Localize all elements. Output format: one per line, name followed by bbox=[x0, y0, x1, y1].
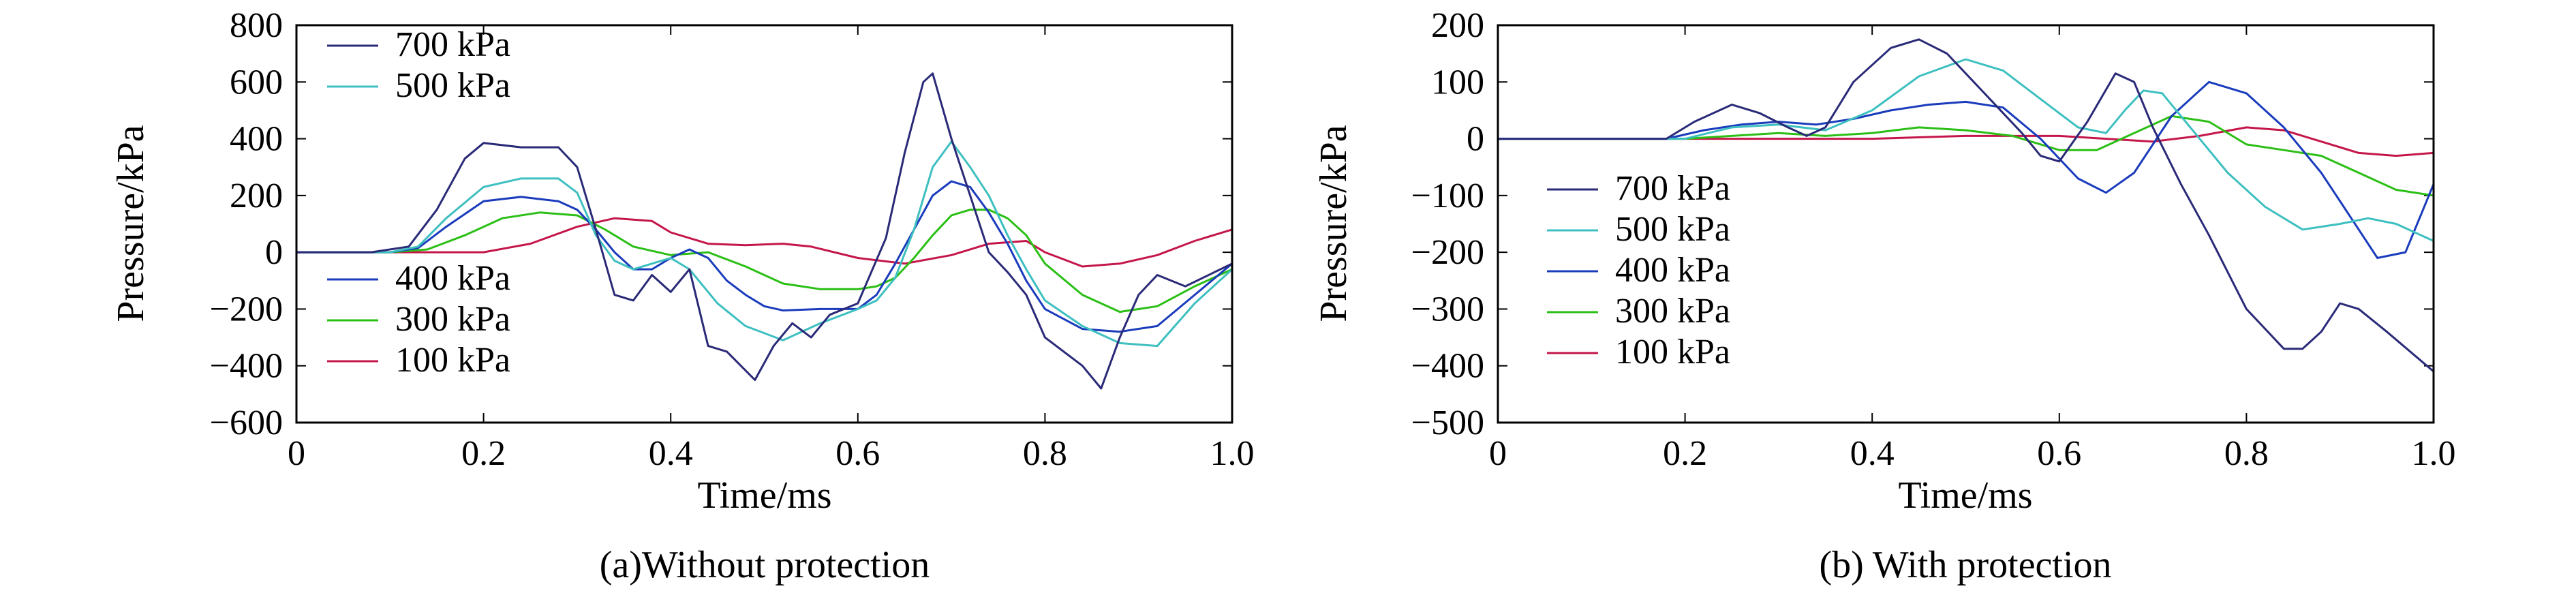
panel-a-legend-label: 400 kPa bbox=[395, 259, 510, 298]
panel-b-y-axis-label: Pressure/kPa bbox=[1313, 125, 1355, 322]
panel-b-x-tick-label: 0.6 bbox=[2037, 434, 2081, 473]
panel-a-x-tick-label: 0.6 bbox=[835, 434, 880, 473]
panel-b-y-tick-label: −300 bbox=[1411, 290, 1484, 329]
panel-b-legend-label: 500 kPa bbox=[1615, 210, 1730, 249]
panel-a-series bbox=[295, 72, 1233, 390]
panel-b-plot-frame bbox=[1497, 24, 2435, 424]
panel-b: −500 −400 −300 −200 −100 0 100 200 0 0.2 0.4 0.6 0.8… bbox=[1313, 6, 2456, 586]
panel-a-y-tick-label: 200 bbox=[230, 177, 283, 215]
panel-b-legend-label: 100 kPa bbox=[1615, 333, 1730, 371]
panel-a-x-tick-label: 0.2 bbox=[461, 434, 506, 473]
panel-a-y-tick-label: 0 bbox=[265, 233, 283, 272]
panel-a-caption: (a)Without protection bbox=[600, 544, 930, 586]
panel-b-x-axis-label: Time/ms bbox=[1898, 474, 2032, 517]
panel-a-plot-frame bbox=[295, 24, 1233, 424]
panel-b-x-tick-label: 0.2 bbox=[1663, 434, 1707, 473]
panel-a-y-axis-label: Pressure/kPa bbox=[110, 125, 152, 322]
panel-a-x-tick-label: 0.4 bbox=[649, 434, 693, 473]
panel-a-series-line bbox=[295, 180, 1233, 333]
panel-b-y-tick-label: 0 bbox=[1467, 120, 1484, 159]
panel-b-series-line bbox=[1497, 38, 2435, 373]
panel-a-series-line bbox=[295, 209, 1233, 314]
panel-a-y-tick-label: −200 bbox=[210, 290, 283, 329]
panel-a-y-tick-label: 800 bbox=[230, 6, 283, 45]
panel-b-x-tick-label: 0.8 bbox=[2224, 434, 2269, 473]
panel-b-series bbox=[1497, 38, 2435, 373]
panel-b-series-line bbox=[1497, 115, 2435, 197]
panel-a-y-tick-label: 400 bbox=[230, 120, 283, 159]
panel-a-legend-label: 300 kPa bbox=[395, 300, 510, 339]
panel-a-series-line bbox=[295, 140, 1233, 348]
panel-b-y-tick-label: −500 bbox=[1411, 403, 1484, 442]
panel-b-x-tick-label: 0 bbox=[1489, 434, 1507, 473]
panel-b-y-tick-label: −100 bbox=[1411, 177, 1484, 215]
panel-a-y-tick-label: 600 bbox=[230, 63, 283, 102]
panel-b-series-line bbox=[1497, 80, 2435, 259]
panel-b-y-tick-label: 200 bbox=[1431, 6, 1484, 45]
panel-a: −600 −400 −200 0 200 400 600 800 0 0.2 0.4 0.6 0.8 1.… bbox=[110, 6, 1255, 586]
panel-a-series-line bbox=[295, 72, 1233, 390]
panel-a-y-tick-label: −400 bbox=[210, 347, 283, 386]
panel-b-y-tick-label: −200 bbox=[1411, 233, 1484, 272]
panel-b-legend-label: 700 kPa bbox=[1615, 169, 1730, 208]
panel-a-legend-label: 500 kPa bbox=[395, 66, 510, 105]
panel-a-x-tick-label: 0 bbox=[288, 434, 305, 473]
panel-b-legend-label: 400 kPa bbox=[1615, 251, 1730, 290]
panel-b-legend-label: 300 kPa bbox=[1615, 292, 1730, 331]
panel-b-caption: (b) With protection bbox=[1819, 544, 2111, 586]
panel-a-tick-labels: −600 −400 −200 0 200 400 600 800 0 0.2 0.4 0.6 0.8 1.… bbox=[210, 6, 1255, 473]
panel-a-legend-label: 700 kPa bbox=[395, 25, 510, 64]
panel-b-x-tick-label: 0.4 bbox=[1850, 434, 1895, 473]
panel-b-tick-labels: −500 −400 −300 −200 −100 0 100 200 0 0.2 0.4 0.6 0.8… bbox=[1411, 6, 2456, 473]
panel-b-series-line bbox=[1497, 58, 2435, 242]
panel-b-y-tick-label: −400 bbox=[1411, 347, 1484, 386]
panel-a-legend-label: 100 kPa bbox=[395, 341, 510, 380]
panel-a-x-tick-label: 0.8 bbox=[1023, 434, 1067, 473]
panel-b-y-tick-label: 100 bbox=[1431, 63, 1484, 102]
panel-b-x-tick-label: 1.0 bbox=[2412, 434, 2456, 473]
panel-a-x-tick-label: 1.0 bbox=[1210, 434, 1255, 473]
panel-a-y-tick-label: −600 bbox=[210, 403, 283, 442]
panel-b-series-line bbox=[1497, 126, 2435, 157]
panel-a-x-axis-label: Time/ms bbox=[697, 474, 831, 517]
panel-a-series-line bbox=[295, 217, 1233, 268]
